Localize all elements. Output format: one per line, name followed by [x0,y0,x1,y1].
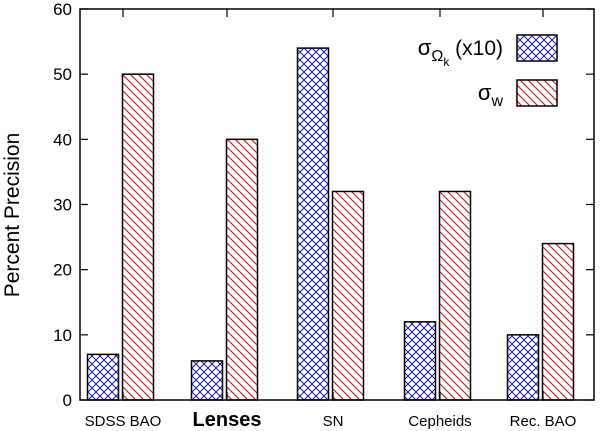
legend-swatch-omega-k [516,34,558,62]
y-tick-label: 10 [53,326,72,345]
bar-omega-k-sn [296,47,330,401]
y-axis-label: Percent Precision [1,133,24,298]
bar-w-lenses [225,138,259,401]
y-tick-label: 0 [63,391,72,410]
y-tick-label: 40 [53,130,72,149]
bar-w-sn [331,190,365,401]
x-tick-label: Rec. BAO [510,413,577,430]
y-tick-label: 20 [53,261,72,280]
bar-omega-k-rec-bao [506,334,540,401]
legend-swatch-w [516,79,558,107]
y-tick-label: 30 [53,196,72,215]
x-tick-label: Cepheids [408,413,471,430]
y-tick-label: 50 [53,65,72,84]
x-tick-labels-group: SDSS BAO Lenses SN Cepheids Rec. BAO [85,409,577,431]
legend-label-omega-k: σΩk (x10) [418,35,503,69]
y-tick-label: 60 [53,0,72,19]
legend: σΩk (x10) σw [418,34,558,110]
x-tick-label: Lenses [193,409,262,431]
bars-group [86,47,575,401]
x-tick-label: SN [323,413,344,430]
legend-label-w: σw [478,80,504,110]
y-ticks-group: 0 10 20 30 40 50 60 [53,0,594,410]
bar-omega-k-lenses [190,360,224,401]
bar-w-sdss-bao [121,73,155,401]
bar-w-cepheids [438,190,472,401]
x-tick-label: SDSS BAO [85,413,162,430]
bar-omega-k-sdss-bao [86,353,120,401]
bar-w-rec-bao [541,242,575,401]
bar-omega-k-cepheids [403,321,437,401]
